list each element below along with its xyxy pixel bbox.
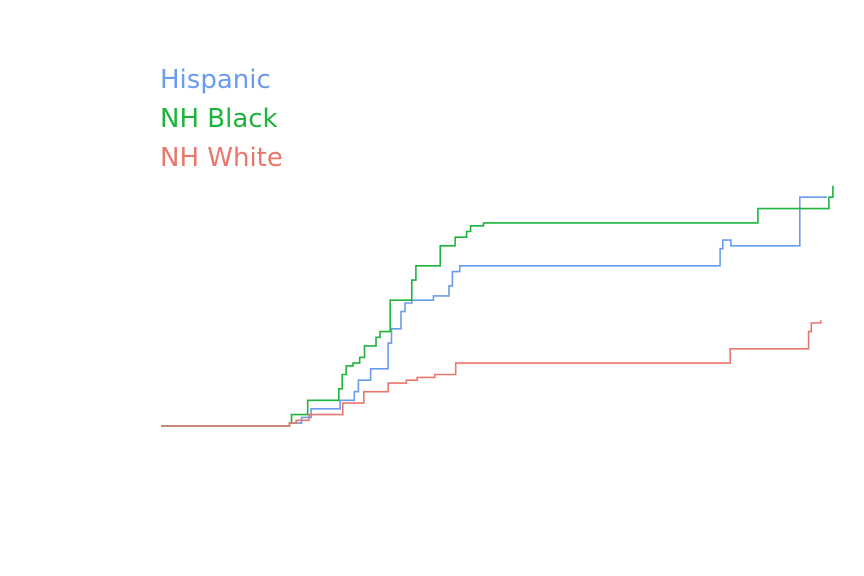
series-line-nh-white [161,320,822,427]
legend-entry-nh-black: NH Black [160,104,278,134]
legend-entry-hispanic: Hispanic [160,65,271,95]
series-line-nh-black [161,185,834,427]
legend: Hispanic NH Black NH White [160,65,283,173]
legend-entry-nh-white: NH White [160,143,283,173]
series-line-hispanic [161,196,827,427]
series-layer [161,185,834,427]
